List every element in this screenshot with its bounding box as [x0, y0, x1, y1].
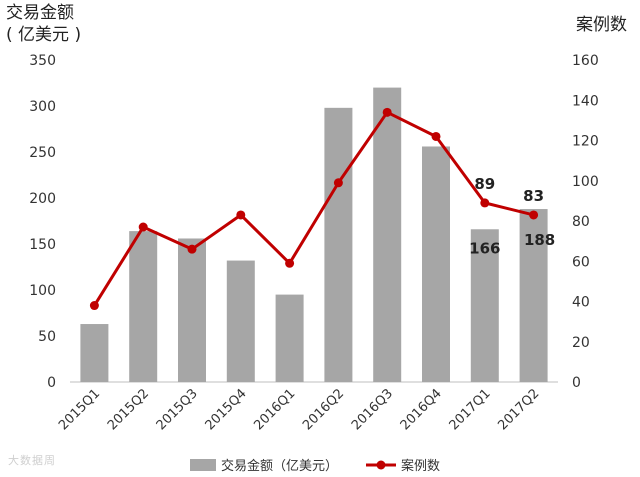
bar — [178, 238, 206, 382]
x-tick-label: 2016Q3 — [349, 386, 396, 433]
bar — [324, 107, 353, 382]
bar — [519, 209, 548, 382]
left-tick-label: 0 — [47, 375, 56, 391]
left-tick-label: 250 — [29, 145, 56, 161]
x-axis-labels: 2015Q1 2015Q2 2015Q3 2015Q4 2016Q1 2016Q2 2016… — [56, 386, 542, 433]
x-tick-label: 2016Q2 — [300, 386, 347, 433]
x-tick-label: 2015Q2 — [105, 386, 152, 433]
data-label: 83 — [523, 187, 544, 205]
legend-bar-label: 交易金额（亿美元） — [221, 458, 338, 474]
left-axis-title-line2: ( 亿美元 ) — [6, 25, 82, 45]
line-point — [382, 107, 392, 117]
left-tick-label: 100 — [29, 283, 56, 299]
left-tick-label: 350 — [29, 53, 56, 69]
right-tick-label: 40 — [572, 295, 590, 311]
x-tick-label: 2015Q1 — [56, 386, 103, 433]
line-point — [431, 131, 441, 141]
x-tick-label: 2015Q3 — [154, 386, 201, 433]
right-tick-label: 100 — [572, 174, 599, 190]
right-tick-label: 140 — [572, 93, 599, 109]
legend-line-label: 案例数 — [401, 459, 440, 474]
left-axis: 0 50 100 150 200 250 300 350 — [29, 53, 56, 391]
left-tick-label: 200 — [29, 191, 56, 207]
line-point — [285, 258, 295, 268]
right-tick-label: 120 — [572, 134, 599, 150]
bar-series — [80, 87, 548, 382]
right-tick-label: 0 — [572, 375, 581, 391]
bar — [373, 87, 402, 382]
bar — [80, 324, 109, 382]
right-tick-label: 80 — [572, 214, 590, 230]
bar — [129, 231, 158, 382]
line-point — [333, 178, 343, 188]
x-tick-label: 2017Q2 — [495, 386, 542, 433]
bar — [275, 294, 304, 382]
left-tick-label: 150 — [29, 237, 56, 253]
right-tick-label: 60 — [572, 254, 590, 270]
left-axis-title-line1: 交易金额 — [6, 3, 74, 23]
left-tick-label: 300 — [29, 99, 56, 115]
right-axis-title: 案例数 — [576, 15, 627, 35]
line-point — [236, 210, 246, 220]
data-label: 89 — [474, 175, 495, 193]
legend-line-marker — [376, 460, 386, 470]
legend-bar-swatch — [190, 459, 216, 471]
data-label: 188 — [524, 231, 555, 249]
right-tick-label: 20 — [572, 335, 590, 351]
x-tick-label: 2016Q4 — [398, 386, 445, 433]
bar — [226, 260, 255, 382]
line-series — [89, 107, 539, 311]
right-axis: 0 20 40 60 80 100 120 140 160 — [572, 53, 599, 391]
line-point — [187, 244, 197, 254]
right-tick-label: 160 — [572, 53, 599, 69]
x-tick-label: 2015Q4 — [203, 386, 250, 433]
data-labels: 166 188 89 83 — [469, 175, 555, 257]
line-point — [138, 222, 148, 232]
x-tick-label: 2016Q1 — [251, 386, 298, 433]
left-axis-title: 交易金额 ( 亿美元 ) — [6, 2, 81, 46]
line-point — [89, 301, 99, 311]
line-point — [529, 210, 539, 220]
left-tick-label: 50 — [38, 329, 56, 345]
watermark: 大数据周 — [8, 454, 56, 467]
legend: 交易金额（亿美元） 案例数 — [190, 458, 440, 474]
data-label: 166 — [469, 239, 500, 257]
line-point — [480, 198, 490, 208]
series-line — [93, 110, 534, 307]
bar — [422, 146, 450, 382]
bar — [470, 229, 499, 382]
x-tick-label: 2017Q1 — [447, 386, 494, 433]
